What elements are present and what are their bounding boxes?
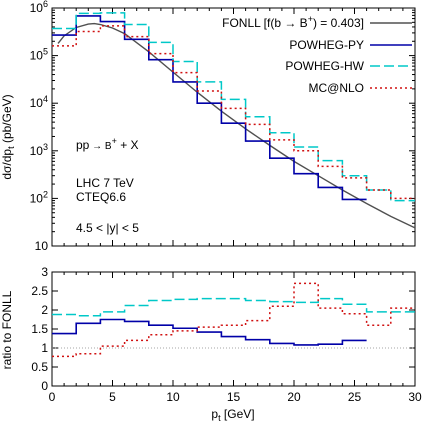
legend-label-powheg-hw: POWHEG-HW bbox=[285, 59, 364, 73]
series-mcatnlo bbox=[52, 25, 415, 200]
main-y-tick-label: 103 bbox=[30, 142, 48, 158]
main-y-axis-label: dσ/dpt (pb/GeV) bbox=[0, 94, 16, 179]
legend-label-mcatnlo: MC@NLO bbox=[308, 81, 364, 95]
series-powheg-py bbox=[52, 15, 367, 201]
x-tick-label: 20 bbox=[287, 390, 301, 404]
legend: FONLL [f(b → B+) = 0.403] POWHEG-PY POWH… bbox=[222, 14, 412, 95]
ratio-series-powheg-hw bbox=[52, 297, 415, 317]
pdf-label: CTEQ6.6 bbox=[76, 190, 126, 204]
ratio-series-powheg-py bbox=[52, 318, 367, 346]
energy-label: LHC 7 TeV bbox=[76, 176, 134, 190]
ratio-y-tick-label: 3 bbox=[41, 265, 48, 279]
main-y-tick-label: 10 bbox=[35, 239, 49, 253]
x-tick-label: 15 bbox=[227, 390, 241, 404]
ratio-series-group bbox=[52, 282, 415, 358]
ratio-y-tick-label: 1 bbox=[41, 341, 48, 355]
rapidity-label: 4.5 < |y| < 5 bbox=[76, 221, 139, 235]
ratio-y-tick-label: 0.5 bbox=[31, 360, 48, 374]
x-axis-label: pt [GeV] bbox=[211, 407, 254, 423]
ratio-panel: 00.511.522.530 5 10 15 20 25 30 bbox=[31, 265, 422, 404]
ratio-y-tick-label: 1.5 bbox=[31, 322, 48, 336]
main-panel: 10 102 103 104 105 106 bbox=[30, 0, 416, 253]
x-tick-label: 25 bbox=[348, 390, 362, 404]
annotation-block: pp → B+ + X LHC 7 TeV CTEQ6.6 4.5 < |y| … bbox=[76, 136, 139, 235]
x-tick-label: 0 bbox=[49, 390, 56, 404]
series-powheg-hw bbox=[52, 12, 415, 202]
ratio-plot-frame bbox=[51, 271, 416, 387]
legend-label-fonll: FONLL [f(b → B+) = 0.403] bbox=[222, 14, 364, 30]
ratio-y-tick-label: 2 bbox=[41, 303, 48, 317]
legend-label-powheg-py: POWHEG-PY bbox=[289, 38, 364, 52]
main-y-tick-label: 106 bbox=[30, 0, 48, 15]
main-series-group bbox=[52, 12, 415, 229]
process-label: pp → B+ + X bbox=[76, 136, 139, 152]
main-y-tick-label: 104 bbox=[30, 94, 48, 110]
ratio-y-tick-label: 2.5 bbox=[31, 284, 48, 298]
ratio-y-tick-label: 0 bbox=[41, 379, 48, 393]
main-y-tick-label: 102 bbox=[30, 189, 48, 205]
x-tick-label: 10 bbox=[166, 390, 180, 404]
x-tick-label: 30 bbox=[408, 390, 422, 404]
ratio-y-axis-label: ratio to FONLL bbox=[0, 290, 14, 369]
x-tick-label: 5 bbox=[109, 390, 116, 404]
main-y-tick-label: 105 bbox=[30, 47, 48, 63]
